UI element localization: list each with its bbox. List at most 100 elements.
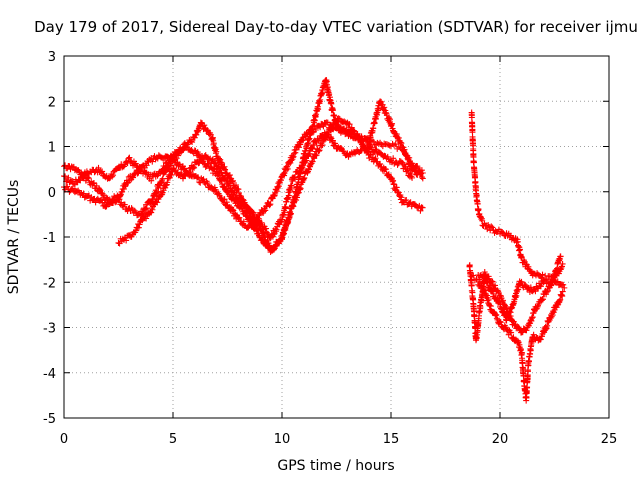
data-point — [394, 161, 401, 168]
data-point — [557, 253, 564, 260]
data-point — [253, 226, 260, 233]
data-point — [64, 183, 71, 190]
data-point — [90, 179, 97, 186]
data-point — [326, 91, 333, 98]
data-point — [346, 121, 353, 128]
data-point — [218, 161, 225, 168]
data-point — [287, 210, 294, 217]
data-point — [518, 254, 525, 261]
data-point — [524, 368, 531, 375]
data-point — [188, 138, 195, 145]
data-point — [481, 268, 488, 275]
data-point — [469, 289, 476, 296]
data-point — [381, 104, 388, 111]
data-point — [125, 155, 132, 162]
data-point — [503, 317, 510, 324]
data-point — [120, 185, 127, 192]
y-tick-label: 1 — [48, 141, 56, 156]
data-point — [544, 287, 551, 294]
data-point — [315, 137, 322, 144]
x-axis-label: GPS time / hours — [277, 458, 394, 474]
data-point — [370, 138, 377, 145]
series-track-1 — [61, 77, 426, 256]
x-tick-label: 15 — [383, 432, 400, 447]
data-point — [497, 319, 504, 326]
data-point — [221, 196, 228, 203]
data-point — [240, 218, 247, 225]
data-point — [85, 175, 92, 182]
data-point — [467, 271, 474, 278]
data-point — [226, 180, 233, 187]
x-tick-label: 25 — [601, 432, 618, 447]
data-point — [234, 194, 241, 201]
data-points — [61, 77, 568, 404]
data-point — [204, 180, 211, 187]
data-point — [315, 106, 322, 113]
data-point — [330, 121, 337, 128]
data-point — [271, 231, 278, 238]
data-point — [522, 281, 529, 288]
y-tick-label: -3 — [43, 322, 56, 337]
data-point — [488, 277, 495, 284]
data-point — [317, 124, 324, 131]
y-tick-labels: 3 2 1 0 -1 -2 -3 -4 -5 — [43, 50, 56, 427]
data-point — [256, 233, 263, 240]
data-point — [407, 160, 414, 167]
data-point — [366, 155, 373, 162]
data-point — [419, 204, 426, 211]
y-tick-label: -1 — [43, 231, 56, 246]
data-point — [414, 163, 421, 170]
data-point — [223, 199, 230, 206]
data-point — [337, 129, 344, 136]
data-point — [282, 204, 289, 211]
data-point — [329, 125, 336, 132]
data-point — [80, 171, 87, 178]
data-point — [309, 158, 316, 165]
data-point — [419, 175, 426, 182]
data-point — [246, 205, 253, 212]
data-point — [499, 229, 506, 236]
data-point — [559, 260, 566, 267]
series-track-4 — [115, 129, 416, 247]
data-point — [494, 287, 501, 294]
y-tick-label: -4 — [43, 367, 56, 382]
data-point — [292, 174, 299, 181]
data-point — [191, 164, 198, 171]
data-point — [398, 194, 405, 201]
data-point — [550, 279, 557, 286]
data-point — [316, 135, 323, 142]
data-point — [217, 156, 224, 163]
data-point — [170, 165, 176, 172]
data-point — [488, 223, 495, 230]
data-point — [355, 133, 362, 140]
data-point — [372, 155, 379, 162]
data-point — [492, 312, 499, 319]
y-tick-label: -5 — [43, 412, 56, 427]
data-point — [518, 346, 525, 353]
data-point — [143, 215, 150, 222]
data-point — [97, 187, 104, 194]
data-point — [216, 192, 223, 199]
data-point — [489, 224, 496, 231]
data-point — [288, 182, 295, 189]
data-point — [126, 154, 133, 161]
data-point — [254, 227, 261, 234]
data-point — [534, 303, 541, 310]
data-point — [232, 182, 239, 189]
data-point — [508, 329, 515, 336]
data-point — [149, 158, 156, 165]
data-point — [110, 172, 117, 179]
x-tick-label: 5 — [169, 432, 177, 447]
data-point — [417, 207, 424, 214]
x-tick-label: 20 — [492, 432, 509, 447]
data-point — [250, 209, 257, 216]
data-point — [216, 155, 223, 162]
data-point — [154, 199, 161, 206]
data-point — [554, 278, 561, 285]
data-point — [537, 283, 544, 290]
data-point — [466, 262, 473, 269]
data-point — [548, 282, 555, 289]
data-point — [390, 155, 397, 162]
data-point — [411, 201, 418, 208]
